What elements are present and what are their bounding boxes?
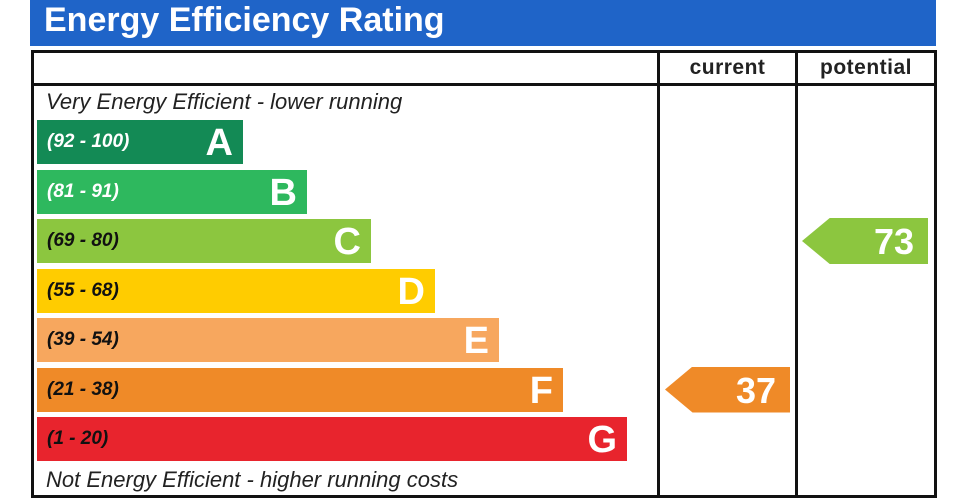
band-d: (55 - 68) D	[37, 268, 435, 313]
band-f-range: (21 - 38)	[47, 378, 119, 400]
header-rule	[34, 83, 934, 86]
band-d-range: (55 - 68)	[47, 279, 119, 301]
chart-title: Energy Efficiency Rating	[30, 0, 936, 46]
band-a-letter: A	[205, 122, 233, 164]
potential-rating-arrow: 73	[802, 218, 928, 264]
band-b-letter: B	[269, 171, 297, 214]
band-b-range: (81 - 91)	[47, 180, 119, 202]
potential-rating-value: 73	[873, 221, 914, 262]
band-b: (81 - 91) B	[37, 169, 307, 214]
band-g: (1 - 20) G	[37, 417, 627, 461]
band-g-letter: G	[587, 419, 617, 461]
current-column-divider	[657, 53, 660, 495]
band-f: (21 - 38) F	[37, 367, 563, 412]
current-rating-value: 37	[735, 369, 776, 411]
band-f-letter: F	[529, 369, 553, 412]
potential-column-divider	[795, 53, 798, 495]
current-rating-arrow: 37	[665, 366, 790, 413]
band-a-range: (92 - 100)	[47, 131, 130, 152]
potential-column-header: potential	[820, 56, 912, 79]
band-e: (39 - 54) E	[37, 318, 499, 362]
band-c-letter: C	[333, 221, 361, 263]
band-a: (92 - 100) A	[37, 120, 243, 164]
band-d-letter: D	[397, 270, 425, 313]
band-g-range: (1 - 20)	[47, 428, 109, 449]
bottom-note: Not Energy Efficient - higher running co…	[46, 467, 459, 492]
top-note: Very Energy Efficient - lower running	[46, 89, 403, 114]
band-c-range: (69 - 80)	[47, 230, 119, 251]
current-column-header: current	[689, 56, 766, 79]
band-e-letter: E	[463, 320, 489, 362]
rating-table: current potential Very Energy Efficient …	[31, 50, 937, 498]
band-c: (69 - 80) C	[37, 219, 371, 263]
band-e-range: (39 - 54)	[47, 329, 119, 350]
